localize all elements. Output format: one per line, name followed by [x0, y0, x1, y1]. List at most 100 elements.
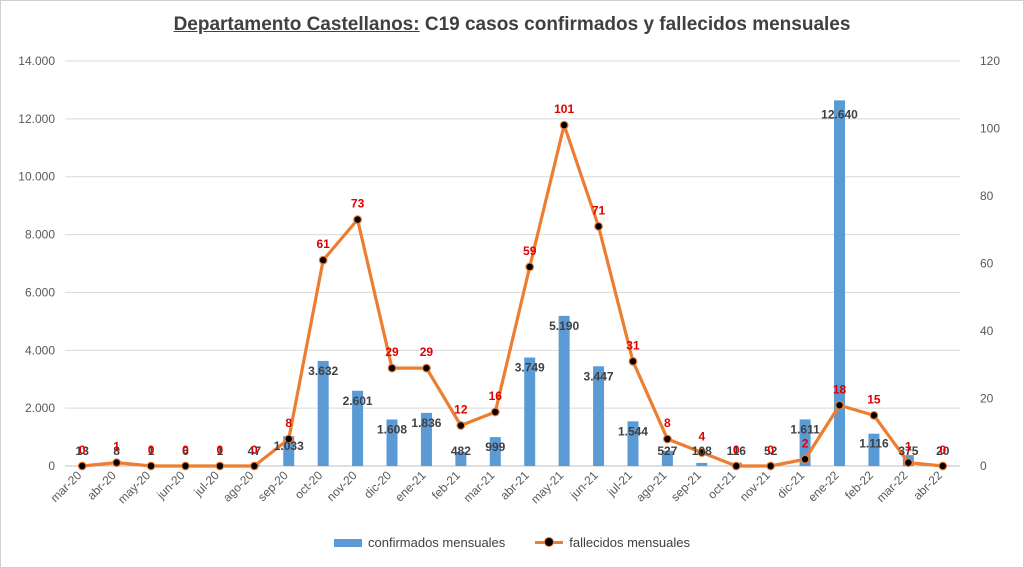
x-tick-label: ene-22 [805, 468, 842, 505]
bar-series [76, 100, 949, 466]
chart-title-location: Departamento Castellanos: [173, 14, 420, 35]
axes: 0 2.000 4.000 6.000 8.000 10.000 12.000 14.000 0… [18, 54, 1000, 506]
line-marker [903, 458, 913, 468]
y-left-tick-label: 12.000 [18, 112, 55, 126]
line-value-label: 0 [767, 443, 774, 457]
bar [489, 437, 501, 466]
line-value-label: 0 [217, 443, 224, 457]
bar-value-label: 1 [217, 444, 224, 458]
line-marker [697, 448, 707, 457]
line-value-label: 4 [698, 430, 705, 444]
bar [799, 419, 811, 466]
legend-bar-swatch [334, 538, 362, 547]
line-value-label: 0 [79, 443, 86, 457]
bar-value-label: 1.608 [377, 422, 407, 436]
bar-value-label: 375 [898, 444, 918, 458]
y-left-tick-label: 4.000 [25, 343, 55, 357]
x-tick-label: abr-20 [84, 468, 119, 503]
line-series [77, 120, 948, 471]
bar [283, 436, 295, 466]
line-marker [938, 461, 948, 471]
legend: confirmados mensuales fallecidos mensual… [0, 535, 1024, 550]
line-marker [284, 434, 294, 444]
x-tick-label: jul-20 [191, 468, 223, 500]
line-marker [800, 454, 810, 464]
x-tick-label: ago-20 [220, 468, 257, 505]
y-left-tick-label: 6.000 [25, 285, 55, 299]
bar-value-label: 527 [657, 444, 677, 458]
line-marker [490, 407, 500, 417]
x-tick-label: dic-20 [361, 468, 394, 501]
line-marker [559, 120, 569, 130]
x-tick-label: mar-20 [48, 468, 85, 505]
bar-value-label: 20 [936, 444, 950, 458]
bar-value-label: 999 [485, 440, 505, 454]
x-tick-label: may-20 [115, 468, 153, 506]
line-value-label: 1 [905, 440, 912, 454]
bar-value-label: 1 [148, 444, 155, 458]
y-left-tick-label: 14.000 [18, 54, 55, 68]
bar-value-label: 1.836 [411, 416, 441, 430]
bar-value-label: 1.611 [790, 422, 820, 436]
bar-value-label: 6 [182, 444, 189, 458]
line-marker [869, 410, 879, 420]
y-right-tick-label: 20 [980, 392, 994, 406]
line-value-label: 0 [182, 443, 189, 457]
bar-value-label: 12.640 [821, 107, 858, 121]
y-right-tick-label: 100 [980, 122, 1000, 136]
bar-value-label: 1.033 [274, 439, 304, 453]
line-value-label: 59 [523, 244, 537, 258]
line-value-label: 101 [554, 102, 574, 116]
x-tick-label: sep-20 [255, 468, 291, 504]
bar [696, 462, 708, 466]
bar [352, 390, 364, 466]
y-left-tick-label: 8.000 [25, 228, 55, 242]
y-right-tick-label: 60 [980, 257, 994, 271]
bar [661, 450, 673, 466]
bar [455, 452, 467, 466]
y-left-tick-label: 2.000 [25, 401, 55, 415]
x-tick-label: jun-21 [566, 468, 600, 502]
y-right-tick-label: 80 [980, 189, 994, 203]
line-marker [112, 458, 122, 468]
bar-value-label: 52 [764, 444, 778, 458]
bar-value-label: 108 [692, 444, 712, 458]
line-value-label: 71 [592, 203, 606, 217]
x-tick-label: nov-20 [324, 468, 360, 504]
line-marker [663, 434, 672, 444]
legend-bar-label: confirmados mensuales [368, 535, 506, 550]
line-value-label: 31 [626, 338, 640, 352]
bar [627, 421, 639, 466]
line-value-label: 73 [351, 197, 365, 211]
line-marker [422, 363, 431, 373]
line-marker [594, 221, 603, 231]
bar-value-label: 482 [451, 444, 471, 458]
x-tick-label: ene-21 [392, 468, 429, 505]
line-marker [456, 421, 466, 430]
bar-value-label: 3.447 [584, 369, 614, 383]
y-left-tick-label: 10.000 [18, 170, 55, 184]
legend-item-line: fallecidos mensuales [535, 535, 690, 550]
line-value-label: 0 [148, 443, 155, 457]
bar [593, 366, 605, 466]
legend-line-label: fallecidos mensuales [569, 535, 690, 550]
line-marker [146, 461, 156, 471]
line-marker [628, 356, 638, 366]
bar-value-label: 5.190 [549, 319, 579, 333]
line-value-label: 29 [420, 345, 434, 359]
bar [524, 357, 536, 466]
line-marker [766, 461, 776, 471]
bar-value-label: 3.749 [515, 361, 545, 375]
x-tick-label: mar-22 [874, 468, 911, 505]
line-value-label: 0 [733, 443, 740, 457]
x-tick-label: dic-21 [774, 468, 807, 501]
x-tick-label: jun-20 [153, 468, 187, 502]
bar [834, 100, 846, 466]
x-tick-label: abr-22 [910, 468, 945, 503]
y-right-tick-label: 120 [980, 54, 1000, 68]
line-path [82, 123, 943, 468]
y-left-tick-label: 0 [48, 459, 55, 473]
